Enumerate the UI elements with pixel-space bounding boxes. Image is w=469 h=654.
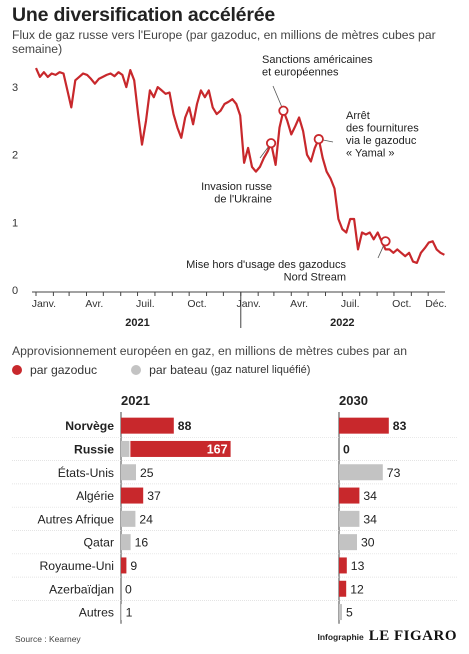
annotation-line: « Yamal » bbox=[346, 148, 395, 160]
bar-value-label: 16 bbox=[135, 536, 149, 550]
annotation-line: via le gazoduc bbox=[346, 135, 417, 147]
annotation-marker bbox=[265, 138, 277, 149]
category-label: Algérie bbox=[76, 489, 114, 503]
category-label: Autres Afrique bbox=[37, 512, 114, 526]
y-tick-label: 2 bbox=[12, 150, 18, 162]
bar-ship bbox=[339, 604, 342, 621]
bar-value-label: 0 bbox=[343, 442, 350, 456]
legend: par gazoduc par bateau (gaz naturel liqu… bbox=[12, 363, 344, 377]
series-line-russian-gas bbox=[34, 67, 445, 264]
y-tick-label: 0 bbox=[12, 285, 18, 297]
legend-swatch-ship bbox=[131, 365, 142, 375]
bar-chart-subtitle: Approvisionnement européen en gaz, en mi… bbox=[12, 344, 407, 358]
source-note: Source : Kearney bbox=[15, 634, 81, 644]
bar-value-label: 5 bbox=[346, 606, 353, 620]
bar-value-label: 34 bbox=[363, 489, 377, 503]
category-label: Autres bbox=[79, 606, 114, 620]
bar-pipeline bbox=[121, 417, 174, 434]
category-label: Norvège bbox=[65, 419, 114, 433]
year-label: 2021 bbox=[125, 317, 149, 329]
annotation-line: Nord Stream bbox=[284, 272, 346, 284]
x-tick-label: Janv. bbox=[32, 298, 56, 310]
legend-item-ship: par bateau (gaz naturel liquéfié) bbox=[131, 363, 310, 377]
x-tick-label: Juil. bbox=[136, 298, 155, 310]
annotation-line: et européennes bbox=[262, 67, 339, 79]
category-label: Azerbaïdjan bbox=[49, 582, 114, 596]
bar-value-label: 34 bbox=[363, 512, 377, 526]
bar-pipeline bbox=[339, 580, 347, 597]
category-label: Russie bbox=[74, 442, 114, 456]
bar-ship-segment bbox=[121, 440, 130, 457]
annotation-marker bbox=[380, 236, 391, 247]
annotation-text: Sanctions américaines et européennes bbox=[262, 54, 373, 79]
x-tick-label: Avr. bbox=[85, 298, 103, 310]
bar-ship bbox=[339, 464, 383, 481]
bar-value-label: 12 bbox=[350, 582, 364, 596]
annotation-line: des fournitures bbox=[346, 123, 419, 135]
y-tick-label: 1 bbox=[12, 217, 18, 229]
bar-value-label: 25 bbox=[140, 466, 154, 480]
legend-swatch-pipeline bbox=[12, 365, 22, 375]
bar-value-label: 24 bbox=[139, 512, 153, 526]
bar-pipeline bbox=[130, 440, 231, 457]
annotation-line: Sanctions américaines bbox=[262, 54, 373, 66]
bar-value-label: 88 bbox=[178, 419, 192, 433]
panel-year-label: 2021 bbox=[121, 393, 150, 408]
bar-value-label: 73 bbox=[387, 466, 401, 480]
bar-value-label: 37 bbox=[147, 489, 161, 503]
bar-value-label: 13 bbox=[351, 559, 365, 573]
bar-value-label: 1 bbox=[126, 606, 133, 620]
bar-value-label: 9 bbox=[130, 559, 137, 573]
bar-value-label: 0 bbox=[125, 582, 132, 596]
x-tick-label: Déc. bbox=[425, 298, 447, 310]
page-title: Une diversification accélérée bbox=[12, 4, 276, 26]
bar-value-label: 83 bbox=[393, 419, 407, 433]
bar-ship bbox=[339, 534, 357, 551]
year-label: 2022 bbox=[330, 317, 354, 329]
bar-ship bbox=[121, 510, 136, 527]
legend-item-pipeline: par gazoduc bbox=[12, 363, 97, 377]
annotation-marker bbox=[278, 105, 289, 116]
annotation-text: Invasion russe de l'Ukraine bbox=[201, 181, 272, 206]
bar-ship bbox=[121, 604, 122, 621]
x-tick-label: Oct. bbox=[392, 298, 411, 310]
annotation-line: Arrêt bbox=[346, 110, 370, 122]
bar-value-label: 167 bbox=[207, 442, 228, 456]
panel-year-label: 2030 bbox=[339, 393, 368, 408]
annotation-line: Mise hors d'usage des gazoducs bbox=[186, 259, 346, 271]
x-tick-label: Oct. bbox=[187, 298, 206, 310]
credit-label: Infographie bbox=[317, 632, 364, 642]
legend-note-ship: (gaz naturel liquéfié) bbox=[210, 364, 311, 376]
x-tick-label: Juil. bbox=[341, 298, 360, 310]
y-tick-label: 3 bbox=[12, 82, 18, 94]
category-label: États-Unis bbox=[58, 465, 114, 480]
chart-subtitle: Flux de gaz russe vers l'Europe (par gaz… bbox=[12, 28, 436, 56]
category-label: Qatar bbox=[84, 536, 114, 550]
annotation-line: Invasion russe bbox=[201, 181, 272, 193]
bar-value-label: 30 bbox=[361, 536, 375, 550]
annotation-line: de l'Ukraine bbox=[214, 194, 272, 206]
bar-ship bbox=[339, 510, 360, 527]
bar-pipeline bbox=[121, 487, 144, 504]
legend-label-pipeline: par gazoduc bbox=[30, 363, 98, 377]
x-tick-label: Janv. bbox=[236, 298, 260, 310]
bar-ship bbox=[121, 534, 131, 551]
bar-pipeline bbox=[121, 557, 127, 574]
le-figaro-logo: LE FIGARO bbox=[368, 628, 457, 644]
annotation-marker bbox=[313, 134, 324, 145]
bar-pipeline bbox=[339, 487, 360, 504]
annotation-text: Mise hors d'usage des gazoducs Nord Strea… bbox=[186, 259, 346, 284]
legend-label-ship: par bateau bbox=[149, 363, 208, 377]
annotation-text: Arrêt des fournitures via le gazoduc « Yama… bbox=[346, 110, 419, 160]
category-label: Royaume-Uni bbox=[39, 559, 114, 573]
bar-ship bbox=[121, 464, 136, 481]
line-chart: 0 1 2 3 Janv. Avr. Juil. Oct. Janv. Avr. Juil. Oct.… bbox=[12, 54, 447, 329]
bar-pipeline bbox=[339, 557, 347, 574]
credit: Infographie LE FIGARO bbox=[317, 628, 457, 645]
x-tick-label: Avr. bbox=[290, 298, 308, 310]
bar-pipeline bbox=[339, 417, 389, 434]
